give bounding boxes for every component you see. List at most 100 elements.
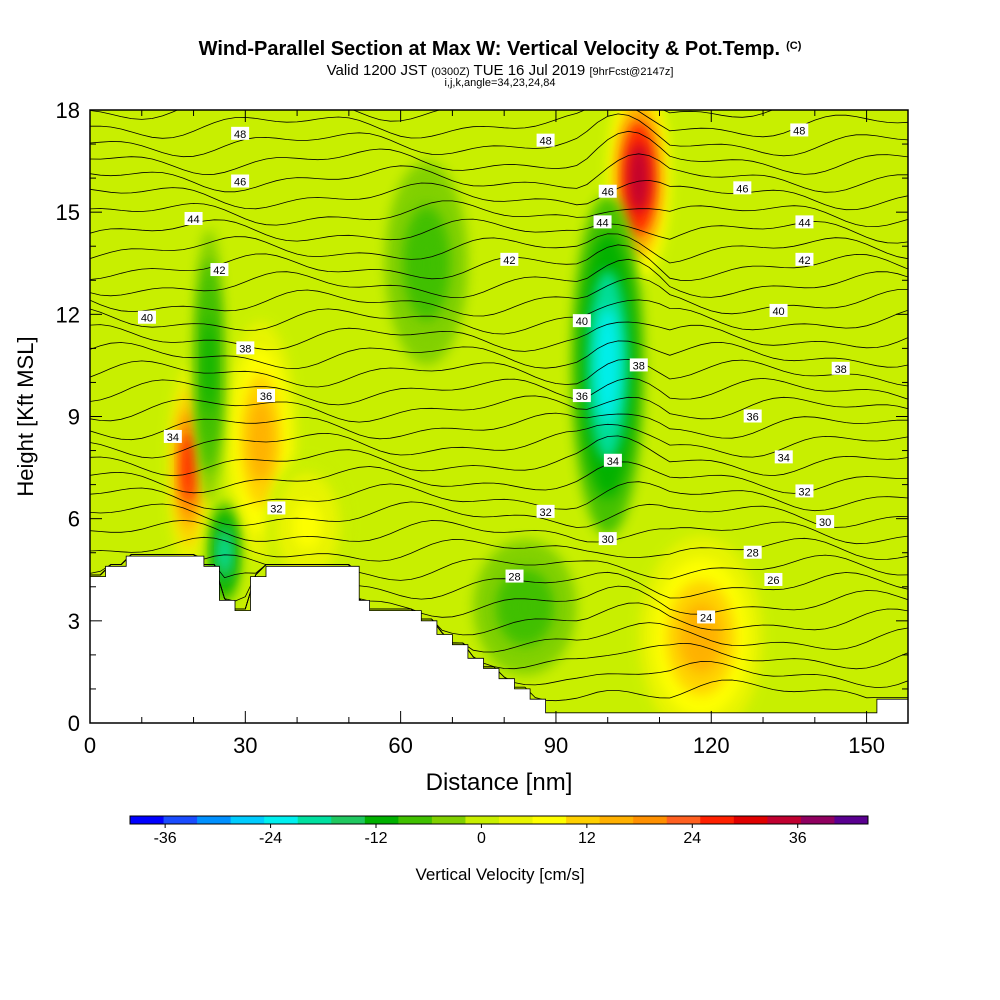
isentrope-line: [90, 423, 908, 459]
contour-label: 28: [505, 569, 524, 584]
colorbar-swatch: [364, 816, 399, 824]
contour-label: 26: [764, 572, 783, 587]
isentrope-line: [90, 179, 908, 211]
contour-label: 30: [816, 515, 835, 529]
isentrope-line: [90, 377, 908, 406]
valid-utc: (0300Z): [431, 66, 470, 78]
contour-label-text: 44: [187, 214, 199, 226]
isentrope-line: [90, 435, 908, 477]
colorbar-tick-label: 36: [789, 830, 807, 847]
contour-label-text: 38: [835, 364, 847, 376]
colorbar-tick-label: -24: [259, 830, 282, 847]
contour-label-text: 32: [270, 503, 282, 515]
contour-label: 46: [733, 181, 752, 195]
contour-label-text: 24: [700, 612, 712, 624]
contour-label: 42: [210, 263, 229, 277]
contour-label-text: 34: [167, 432, 179, 444]
colorbar-swatch: [499, 816, 534, 824]
colorbar-swatch: [800, 816, 835, 824]
contour-label: 48: [231, 126, 250, 141]
colorbar-label: Vertical Velocity [cm/s]: [415, 865, 584, 884]
contour-label: 40: [137, 310, 156, 325]
x-tick-label: 0: [84, 733, 96, 758]
contour-label: 32: [267, 501, 286, 515]
colorbar-swatch: [163, 816, 198, 824]
colorbar-frame: [129, 815, 869, 825]
isentrope-line: [90, 153, 908, 193]
contour-label-text: 32: [798, 486, 810, 498]
contour-label-text: 38: [239, 343, 251, 355]
contour-label-text: 42: [798, 255, 810, 267]
isentrope-line: [90, 536, 908, 562]
contour-label: 28: [743, 545, 762, 560]
colorbar-tick-label: 0: [477, 830, 486, 847]
contour-label: 40: [769, 303, 788, 318]
y-tick-label: 18: [56, 98, 80, 123]
contour-label-text: 40: [141, 313, 153, 325]
contour-label: 48: [536, 133, 555, 148]
isentrope-line: [90, 501, 908, 528]
contour-label-text: 48: [539, 136, 551, 148]
isentrope-line: [90, 258, 908, 299]
contour-label: 32: [795, 484, 814, 498]
colorbar-tick-label: -36: [154, 830, 177, 847]
y-tick-label: 0: [68, 711, 80, 736]
x-tick-label: 60: [388, 733, 412, 758]
valid-date: TUE 16 Jul 2019: [473, 62, 586, 79]
isentrope-line: [90, 519, 908, 545]
contour-label-text: 26: [767, 575, 779, 587]
isentrope-line: [90, 233, 908, 264]
colorbar-swatch: [431, 816, 466, 824]
contour-label: 44: [184, 211, 203, 226]
forecast-info: [9hrFcst@2147z]: [589, 66, 674, 78]
isentrope-line: [90, 110, 908, 139]
contour-label-text: 28: [508, 572, 520, 584]
y-tick-label: 3: [68, 609, 80, 634]
valid-prefix: Valid 1200 JST: [326, 62, 427, 79]
contour-label: 34: [163, 429, 182, 444]
colorbar-swatch: [700, 816, 735, 824]
isentrope-line: [90, 321, 908, 352]
isentrope-line: [90, 299, 908, 335]
contour-label: 46: [231, 174, 250, 189]
isentrope-line: [90, 113, 908, 158]
valid-time-line: Valid 1200 JST (0300Z) TUE 16 Jul 2019 […: [0, 62, 1000, 79]
contour-label: 44: [795, 215, 814, 229]
colorbar-swatch: [331, 816, 366, 824]
contour-label: 38: [831, 361, 850, 376]
contour-label-text: 42: [503, 255, 515, 267]
colorbar-swatch: [465, 816, 500, 824]
isentrope-line: [90, 340, 908, 370]
contour-label-text: 36: [260, 391, 272, 403]
x-tick-label: 90: [544, 733, 568, 758]
isentrope-line: [90, 244, 908, 281]
contour-label: 36: [572, 389, 591, 403]
copyright-mark: (C): [786, 40, 802, 52]
velocity-feature: [473, 539, 577, 676]
velocity-feature: [266, 457, 349, 594]
contour-label-text: 34: [778, 452, 790, 464]
velocity-feature: [571, 195, 644, 536]
contour-label-text: 28: [747, 548, 759, 560]
colorbar-swatch: [566, 816, 601, 824]
isentrope-line: [90, 461, 908, 494]
colorbar-swatch: [834, 816, 869, 824]
colorbar-swatch: [197, 816, 232, 824]
contour-label-text: 38: [633, 360, 645, 372]
title-text: Wind-Parallel Section at Max W: Vertical…: [198, 38, 781, 60]
y-tick-label: 12: [56, 302, 80, 327]
contour-label-text: 32: [539, 507, 551, 519]
contour-label: 46: [598, 184, 617, 199]
y-tick-label: 15: [56, 200, 80, 225]
colorbar-swatch: [599, 816, 634, 824]
velocity-feature: [638, 535, 764, 723]
chart-title: Wind-Parallel Section at Max W: Vertical…: [0, 38, 1000, 61]
y-axis-label: Height [Kft MSL]: [13, 336, 38, 496]
contour-label: 40: [572, 314, 591, 328]
contour-label-text: 36: [576, 391, 588, 403]
isentrope-line: [90, 358, 908, 388]
x-tick-label: 30: [233, 733, 257, 758]
isentrope-line: [90, 412, 908, 441]
